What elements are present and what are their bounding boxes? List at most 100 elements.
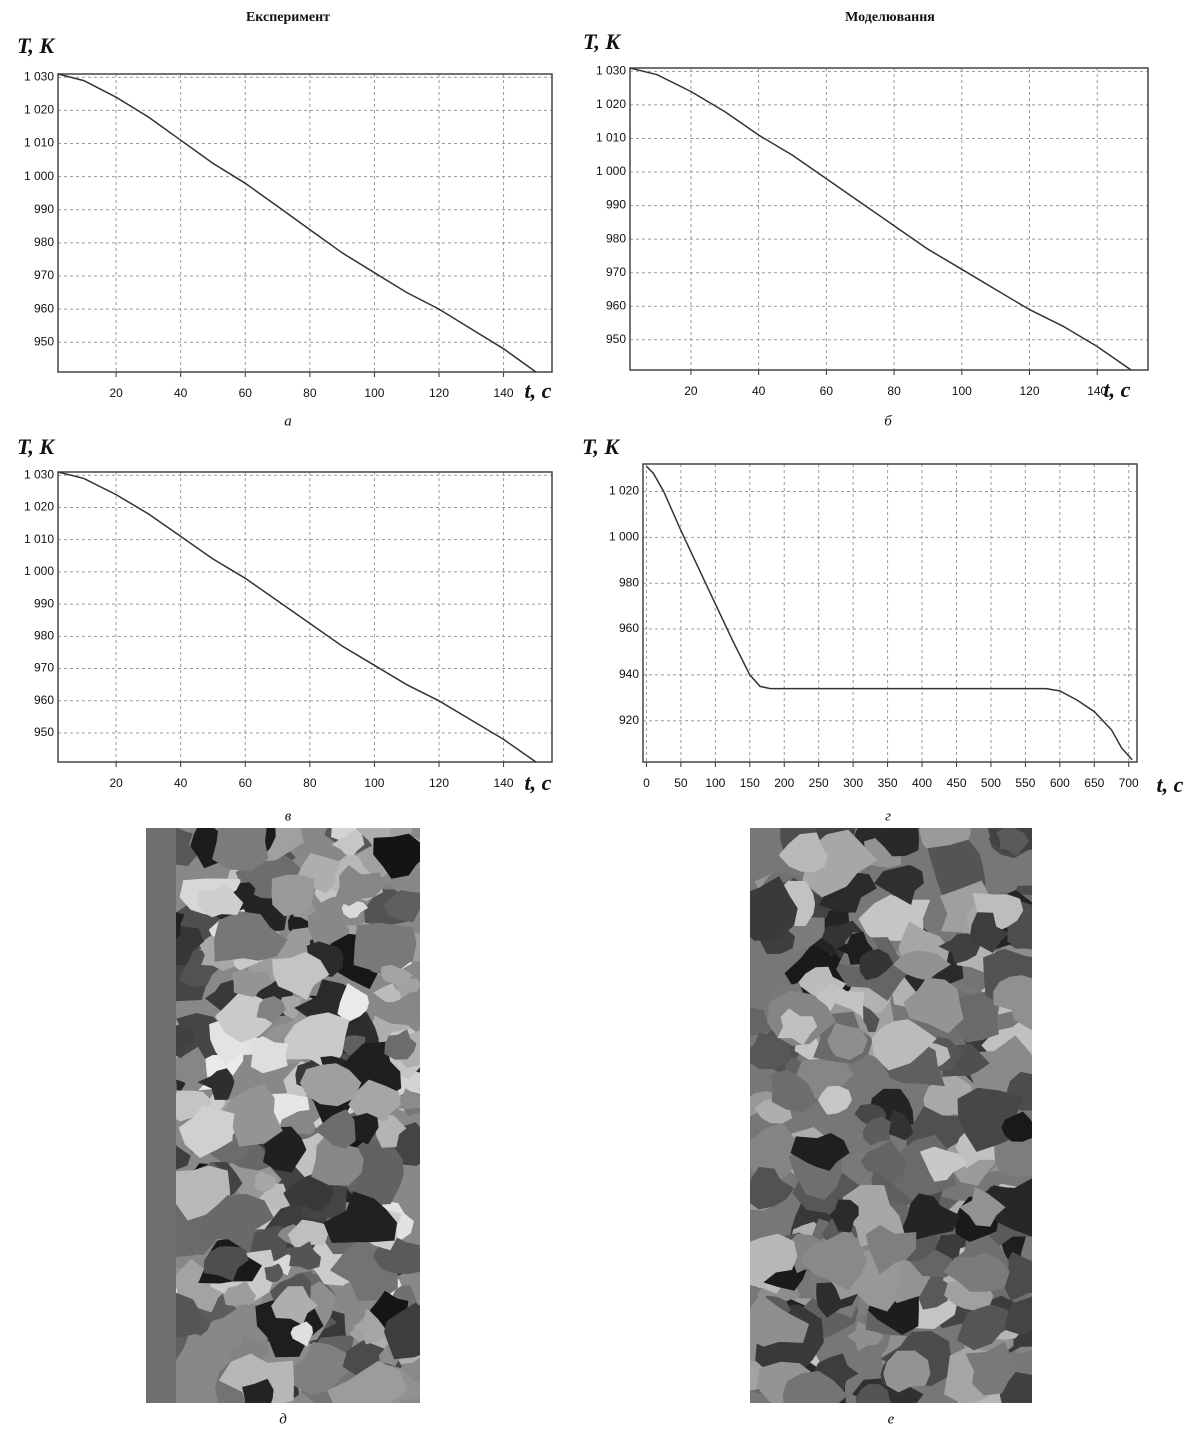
grain <box>900 1193 960 1240</box>
grain <box>790 1132 850 1171</box>
grain <box>164 1165 231 1221</box>
grain <box>855 1383 891 1403</box>
y-tick-label: 960 <box>34 693 54 707</box>
grain <box>380 964 413 985</box>
grain <box>290 1321 313 1347</box>
grain <box>777 1008 818 1046</box>
x-tick-label: 100 <box>364 386 384 400</box>
grain <box>337 983 369 1023</box>
y-tick-label: 1 010 <box>24 532 54 546</box>
grain <box>817 1085 852 1115</box>
grain <box>287 1219 328 1254</box>
x-tick-label: 60 <box>239 386 253 400</box>
y-tick-label: 1 000 <box>609 530 639 544</box>
x-tick-label: 700 <box>1119 776 1139 790</box>
x-axis-label: t, с <box>1157 772 1184 797</box>
x-tick-label: 100 <box>705 776 725 790</box>
grain <box>272 951 330 1000</box>
grain <box>750 1293 810 1347</box>
grain <box>956 1304 1016 1351</box>
y-tick-label: 1 010 <box>24 136 54 150</box>
x-tick-label: 140 <box>494 386 514 400</box>
grain <box>399 992 420 1018</box>
grain <box>1004 1296 1032 1336</box>
x-tick-label: 80 <box>303 776 317 790</box>
column-heading: Моделювання <box>845 10 935 25</box>
x-tick-label: 400 <box>912 776 932 790</box>
x-tick-label: 120 <box>429 776 449 790</box>
y-tick-label: 1 020 <box>24 103 54 117</box>
data-line <box>645 465 1133 761</box>
y-tick-label: 990 <box>606 198 626 212</box>
y-tick-label: 1 030 <box>24 467 54 481</box>
y-tick-label: 980 <box>606 231 626 245</box>
y-tick-label: 980 <box>619 575 639 589</box>
y-tick-label: 960 <box>606 298 626 312</box>
x-tick-label: 80 <box>887 384 901 398</box>
grain <box>383 890 420 923</box>
y-tick-label: 980 <box>34 235 54 249</box>
x-tick-label: 50 <box>674 776 688 790</box>
grain <box>965 1341 1017 1396</box>
x-tick-label: 140 <box>494 776 514 790</box>
data-line <box>629 67 1132 371</box>
x-axis-label: t, с <box>525 770 552 795</box>
grain <box>249 1036 289 1074</box>
grain <box>384 1029 417 1060</box>
x-tick-label: 60 <box>239 776 253 790</box>
grain <box>778 832 828 873</box>
sample-edge <box>146 828 176 1403</box>
x-tick-label: 20 <box>109 386 123 400</box>
grain <box>750 876 798 941</box>
y-tick-label: 1 020 <box>24 500 54 514</box>
x-axis-label: t, с <box>1104 377 1131 402</box>
grain <box>178 1104 235 1159</box>
caption: а <box>284 413 292 429</box>
plot-area <box>643 464 1137 762</box>
y-tick-label: 970 <box>606 265 626 279</box>
grain <box>846 1320 884 1352</box>
grain <box>1001 1111 1032 1142</box>
grain <box>231 969 273 998</box>
x-tick-label: 300 <box>843 776 863 790</box>
grain <box>314 1109 356 1149</box>
grain <box>906 1271 949 1310</box>
y-tick-label: 970 <box>34 661 54 675</box>
y-tick-label: 1 000 <box>24 564 54 578</box>
grain <box>201 1193 274 1253</box>
x-axis-label: t, с <box>525 378 552 403</box>
y-axis-label: T, K <box>17 33 55 58</box>
grain <box>871 1019 937 1071</box>
grain <box>782 1370 848 1403</box>
grain <box>796 1054 854 1100</box>
grain <box>299 1063 362 1107</box>
y-tick-label: 920 <box>619 713 639 727</box>
grain <box>348 1079 401 1122</box>
micrograph-model <box>750 828 1032 1403</box>
y-axis-label: T, K <box>583 29 621 54</box>
y-tick-label: 960 <box>34 301 54 315</box>
grain <box>959 1186 1006 1227</box>
caption: г <box>885 808 891 824</box>
y-tick-label: 1 030 <box>24 69 54 83</box>
grain <box>938 933 980 964</box>
x-tick-label: 40 <box>174 386 188 400</box>
grain <box>228 882 256 908</box>
y-tick-label: 1 030 <box>596 64 626 78</box>
y-tick-label: 1 020 <box>596 97 626 111</box>
plot-area <box>58 472 552 762</box>
y-tick-label: 970 <box>34 268 54 282</box>
grain <box>750 1167 795 1210</box>
x-tick-label: 150 <box>740 776 760 790</box>
y-axis-label: T, K <box>17 434 55 459</box>
y-axis-label: T, K <box>582 434 620 459</box>
column-heading: Експеримент <box>246 10 330 25</box>
grain <box>271 1286 319 1325</box>
grain <box>212 828 269 871</box>
grain <box>311 1132 364 1186</box>
x-tick-label: 500 <box>981 776 1001 790</box>
x-tick-label: 20 <box>109 776 123 790</box>
grain <box>392 1285 418 1309</box>
x-tick-label: 60 <box>820 384 834 398</box>
